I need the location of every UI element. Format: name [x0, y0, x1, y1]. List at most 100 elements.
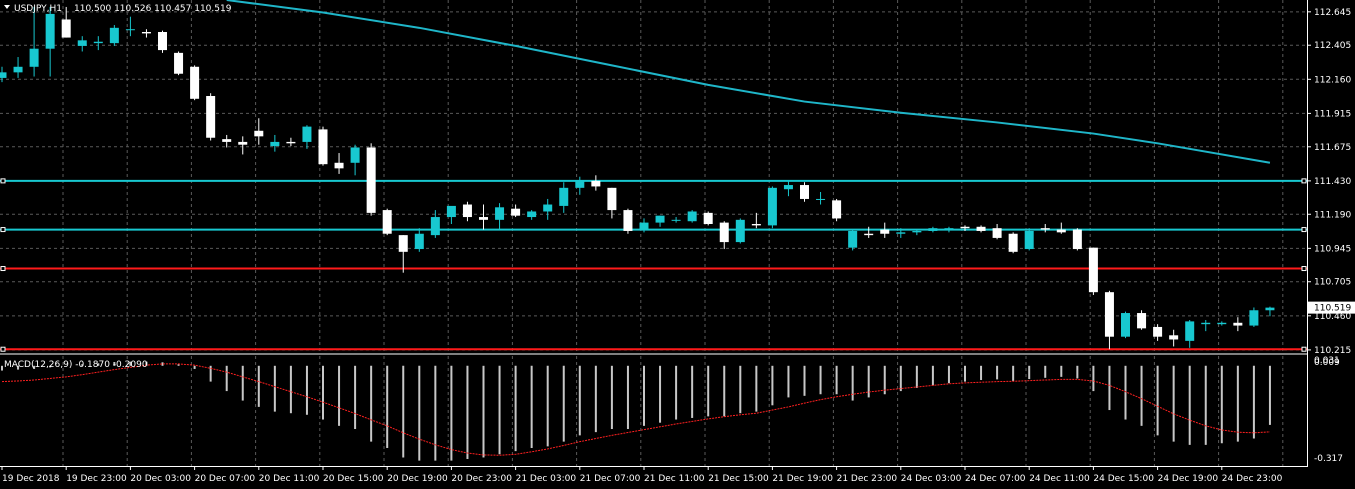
- chart-grid: [0, 0, 1307, 466]
- candlesticks: [0, 6, 1275, 350]
- time-tick-label: 24 Dec 15:00: [1093, 474, 1154, 484]
- candle-body: [382, 210, 392, 234]
- candle-body: [1185, 321, 1195, 341]
- candle-body: [1153, 326, 1163, 337]
- candle-body: [238, 141, 248, 145]
- candle-body: [158, 32, 167, 51]
- candle-body: [944, 228, 954, 230]
- candle-body: [334, 162, 344, 169]
- candle-body: [1233, 322, 1243, 326]
- candle-body: [125, 29, 135, 31]
- candle-body: [495, 207, 505, 220]
- candle-body: [896, 232, 906, 234]
- level-handle-right: [1301, 266, 1307, 272]
- candle-body: [1072, 229, 1082, 250]
- candle-body: [1056, 229, 1066, 233]
- candle-body: [639, 222, 649, 230]
- candle-body: [61, 19, 71, 38]
- candle-body: [655, 215, 665, 223]
- current-price-box: [1308, 301, 1355, 314]
- time-tick-label: 19 Dec 23:00: [66, 474, 127, 484]
- price-tick-label: 110.945: [1314, 244, 1351, 254]
- time-tick-label: 20 Dec 03:00: [130, 474, 191, 484]
- candle-body: [77, 40, 87, 46]
- candle-body: [864, 233, 874, 236]
- candle-body: [302, 126, 312, 142]
- candle-body: [398, 235, 408, 252]
- price-tick-label: 111.915: [1314, 109, 1351, 119]
- candle-body: [960, 226, 970, 229]
- candle-body: [462, 204, 472, 218]
- candle-body: [559, 187, 569, 206]
- macd-label: MACD(12,26,9) -0.1870 -0.2090: [4, 360, 148, 370]
- ohlc-label: 110.500 110.526 110.457 110.519: [74, 4, 232, 14]
- price-tick-label: 110.460: [1314, 312, 1351, 322]
- candle-body: [928, 228, 938, 231]
- time-tick-label: 21 Dec 15:00: [708, 474, 769, 484]
- candle-body: [141, 32, 151, 34]
- macd-tick-label: 0.009: [1314, 358, 1340, 368]
- candle-body: [222, 139, 232, 142]
- candle-body: [543, 204, 553, 212]
- candle-body: [270, 141, 280, 147]
- time-tick-label: 21 Dec 03:00: [516, 474, 577, 484]
- price-tick-label: 110.215: [1314, 346, 1351, 356]
- moving-average: [226, 0, 1271, 164]
- macd-subwindow: [0, 353, 1307, 461]
- macd-tick-label: -0.317: [1314, 454, 1343, 464]
- candle-body: [45, 13, 55, 49]
- candle-body: [1169, 335, 1179, 340]
- candle-body: [430, 217, 440, 236]
- candle-body: [575, 180, 585, 188]
- current-price-label: 110.519: [1314, 304, 1351, 314]
- candle-body: [783, 185, 793, 190]
- candle-body: [190, 66, 200, 99]
- candle-body: [719, 222, 729, 243]
- price-tick-label: 112.160: [1314, 75, 1351, 85]
- moving-average-line: [226, 0, 1271, 164]
- level-handle-left: [0, 227, 6, 233]
- time-tick-label: 21 Dec 23:00: [837, 474, 898, 484]
- macd-tick-label: 0.031: [1314, 356, 1340, 366]
- candle-body: [0, 72, 7, 78]
- time-tick-label: 21 Dec 11:00: [644, 474, 705, 484]
- candle-body: [286, 141, 296, 144]
- candle-body: [687, 211, 697, 222]
- price-tick-label: 112.645: [1314, 8, 1351, 18]
- candle-body: [13, 66, 23, 73]
- candle-body: [816, 198, 826, 200]
- candle-body: [912, 230, 922, 233]
- candle-body: [591, 180, 601, 187]
- candle-body: [109, 27, 119, 44]
- candle-body: [1121, 313, 1130, 337]
- candle-body: [1104, 292, 1114, 337]
- candle-body: [1217, 322, 1227, 325]
- level-handle-right: [1301, 227, 1307, 233]
- time-tick-label: 20 Dec 19:00: [387, 474, 448, 484]
- candle-body: [93, 41, 103, 44]
- candle-body: [1088, 247, 1098, 293]
- symbol-label: USDJPY,H1: [14, 4, 62, 14]
- candle-body: [446, 205, 456, 218]
- macd-signal-line: [1, 363, 1270, 456]
- level-handle-left: [0, 266, 6, 272]
- time-tick-label: 19 Dec 2018: [2, 474, 60, 484]
- time-tick-label: 24 Dec 11:00: [1029, 474, 1090, 484]
- candle-body: [832, 200, 842, 219]
- candle-body: [992, 228, 1002, 238]
- price-tick-label: 111.430: [1314, 177, 1351, 187]
- price-tick-label: 112.405: [1314, 41, 1351, 51]
- candle-body: [366, 147, 376, 213]
- time-tick-label: 20 Dec 11:00: [259, 474, 320, 484]
- candle-body: [1040, 228, 1050, 230]
- candle-body: [607, 187, 617, 211]
- symbol-dropdown-icon[interactable]: [4, 5, 10, 9]
- level-handle-left: [0, 346, 6, 352]
- candle-body: [1024, 230, 1034, 250]
- level-handle-right: [1301, 346, 1307, 352]
- candle-body: [511, 208, 521, 216]
- candle-body: [527, 211, 537, 218]
- time-tick-label: 24 Dec 03:00: [901, 474, 962, 484]
